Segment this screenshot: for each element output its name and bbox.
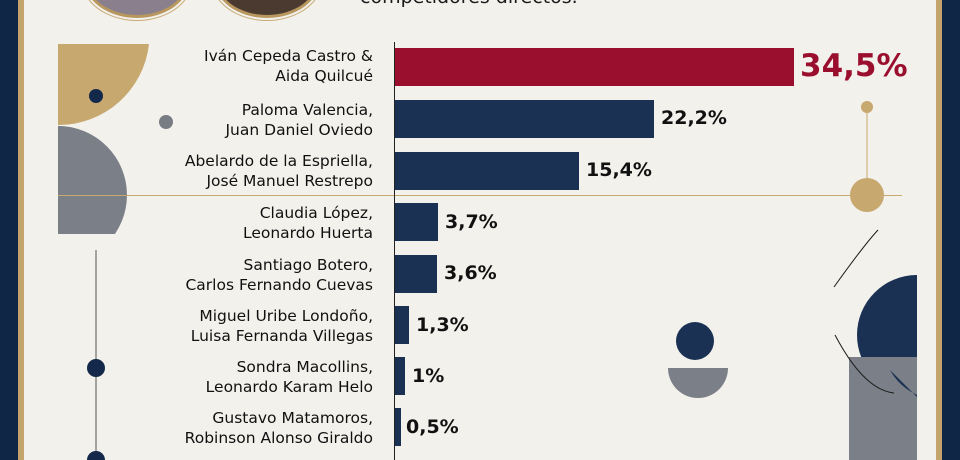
- bar: [395, 408, 401, 446]
- gold-border-left: [18, 0, 24, 460]
- category-label: Claudia López, Leonardo Huerta: [242, 204, 373, 242]
- decorative-timeline-left: [87, 250, 105, 460]
- category-label: Gustavo Matamoros, Robinson Alonso Girald…: [184, 409, 373, 447]
- chart-category-labels: Iván Cepeda Castro & Aida Quilcué Paloma …: [24, 0, 373, 460]
- value-label-highlight: 34,5%: [800, 48, 908, 84]
- bar-highlight: [395, 48, 794, 86]
- category-label: Miguel Uribe Londoño, Luisa Fernanda Vill…: [190, 307, 373, 345]
- decorative-shapes-right: [833, 101, 917, 460]
- category-label: Iván Cepeda Castro & Aida Quilcué: [204, 47, 373, 85]
- subtitle: competidores directos.: [360, 0, 578, 8]
- category-label: Abelardo de la Espriella, José Manuel Res…: [184, 152, 373, 190]
- bar: [395, 306, 409, 344]
- frame-right: [942, 0, 960, 460]
- infographic-panel: competidores directos. Iván Cepeda Castr…: [24, 0, 936, 460]
- decorative-circle-halfmoon: [668, 322, 728, 398]
- frame-left: [0, 0, 18, 460]
- value-label: 22,2%: [661, 107, 727, 129]
- value-label: 1%: [412, 365, 445, 387]
- category-label: Paloma Valencia, Juan Daniel Oviedo: [225, 101, 373, 139]
- value-label: 0,5%: [406, 416, 459, 438]
- bar: [395, 357, 405, 395]
- value-label: 1,3%: [416, 314, 469, 336]
- category-label: Santiago Botero, Carlos Fernando Cuevas: [185, 256, 373, 294]
- gold-divider-line: [58, 195, 902, 196]
- value-label: 15,4%: [586, 159, 652, 181]
- decorative-shapes-left: [58, 44, 173, 234]
- chart-axis: [394, 42, 395, 460]
- value-label: 3,6%: [444, 262, 497, 284]
- category-label: Sondra Macollins, Leonardo Karam Helo: [205, 358, 373, 396]
- bar: [395, 203, 438, 241]
- bar: [395, 255, 437, 293]
- gold-border-right: [936, 0, 942, 460]
- bar: [395, 100, 654, 138]
- bar: [395, 152, 579, 190]
- value-label: 3,7%: [445, 211, 498, 233]
